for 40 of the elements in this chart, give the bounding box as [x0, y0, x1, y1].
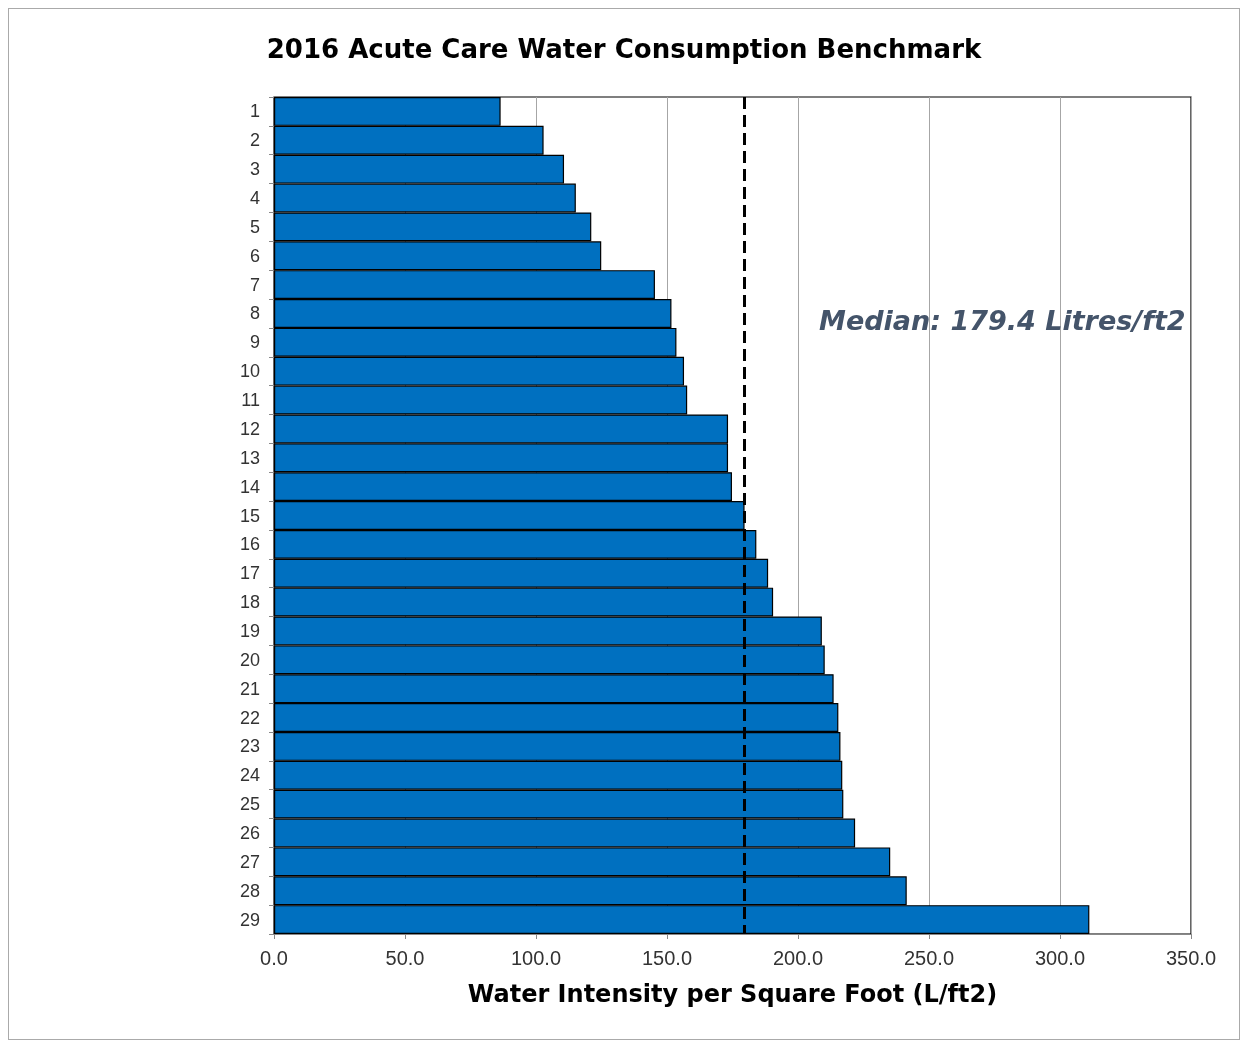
y-tick-label: 22 — [239, 707, 260, 728]
y-tick-label: 16 — [239, 534, 260, 555]
y-tick-label: 6 — [249, 245, 260, 266]
x-tick-label: 200.0 — [772, 947, 824, 969]
y-tick-label: 27 — [239, 851, 260, 872]
y-tick-label: 10 — [239, 361, 260, 382]
y-tick-label: 4 — [249, 188, 260, 209]
y-tick-label: 2 — [249, 130, 260, 151]
x-tick-label: 250.0 — [903, 947, 955, 969]
y-tick-label: 25 — [239, 794, 260, 815]
y-tick-label: 15 — [239, 505, 260, 526]
y-tick-label: 17 — [239, 563, 260, 584]
y-tick-label: 18 — [239, 592, 260, 613]
x-tick-label: 150.0 — [641, 947, 693, 969]
y-tick-label: 11 — [241, 390, 260, 411]
y-tick-label: 1 — [249, 101, 260, 122]
y-tick-label: 3 — [249, 159, 260, 180]
y-tick-label: 5 — [249, 216, 260, 237]
y-tick-label: 21 — [239, 678, 260, 699]
x-tick-label: 100.0 — [510, 947, 562, 969]
y-tick-label: 20 — [239, 649, 260, 670]
y-tick-label: 9 — [249, 332, 260, 353]
y-tick-label: 23 — [239, 736, 260, 757]
x-axis-title: Water Intensity per Square Foot (L/ft2) — [467, 980, 998, 1008]
x-tick-label: 50.0 — [385, 947, 425, 969]
y-tick-label: 12 — [239, 418, 260, 439]
x-tick-label: 350.0 — [1165, 947, 1217, 969]
y-tick-label: 13 — [239, 447, 260, 468]
ref-line-label: Median: 179.4 Litres/ft2 — [819, 305, 1186, 336]
y-tick-label: 8 — [249, 303, 260, 324]
y-tick-label: 24 — [239, 765, 260, 786]
y-tick-label: 7 — [249, 274, 260, 295]
y-tick-label: 14 — [239, 476, 260, 497]
y-tick-label: 19 — [239, 620, 260, 641]
x-tick-label: 300.0 — [1034, 947, 1086, 969]
chart-title: 2016 Acute Care Water Consumption Benchmark — [266, 34, 982, 64]
y-tick-label: 29 — [239, 909, 260, 930]
x-tick-label: 0.0 — [260, 947, 288, 969]
y-tick-label: 26 — [239, 822, 260, 843]
y-tick-label: 28 — [239, 880, 260, 901]
